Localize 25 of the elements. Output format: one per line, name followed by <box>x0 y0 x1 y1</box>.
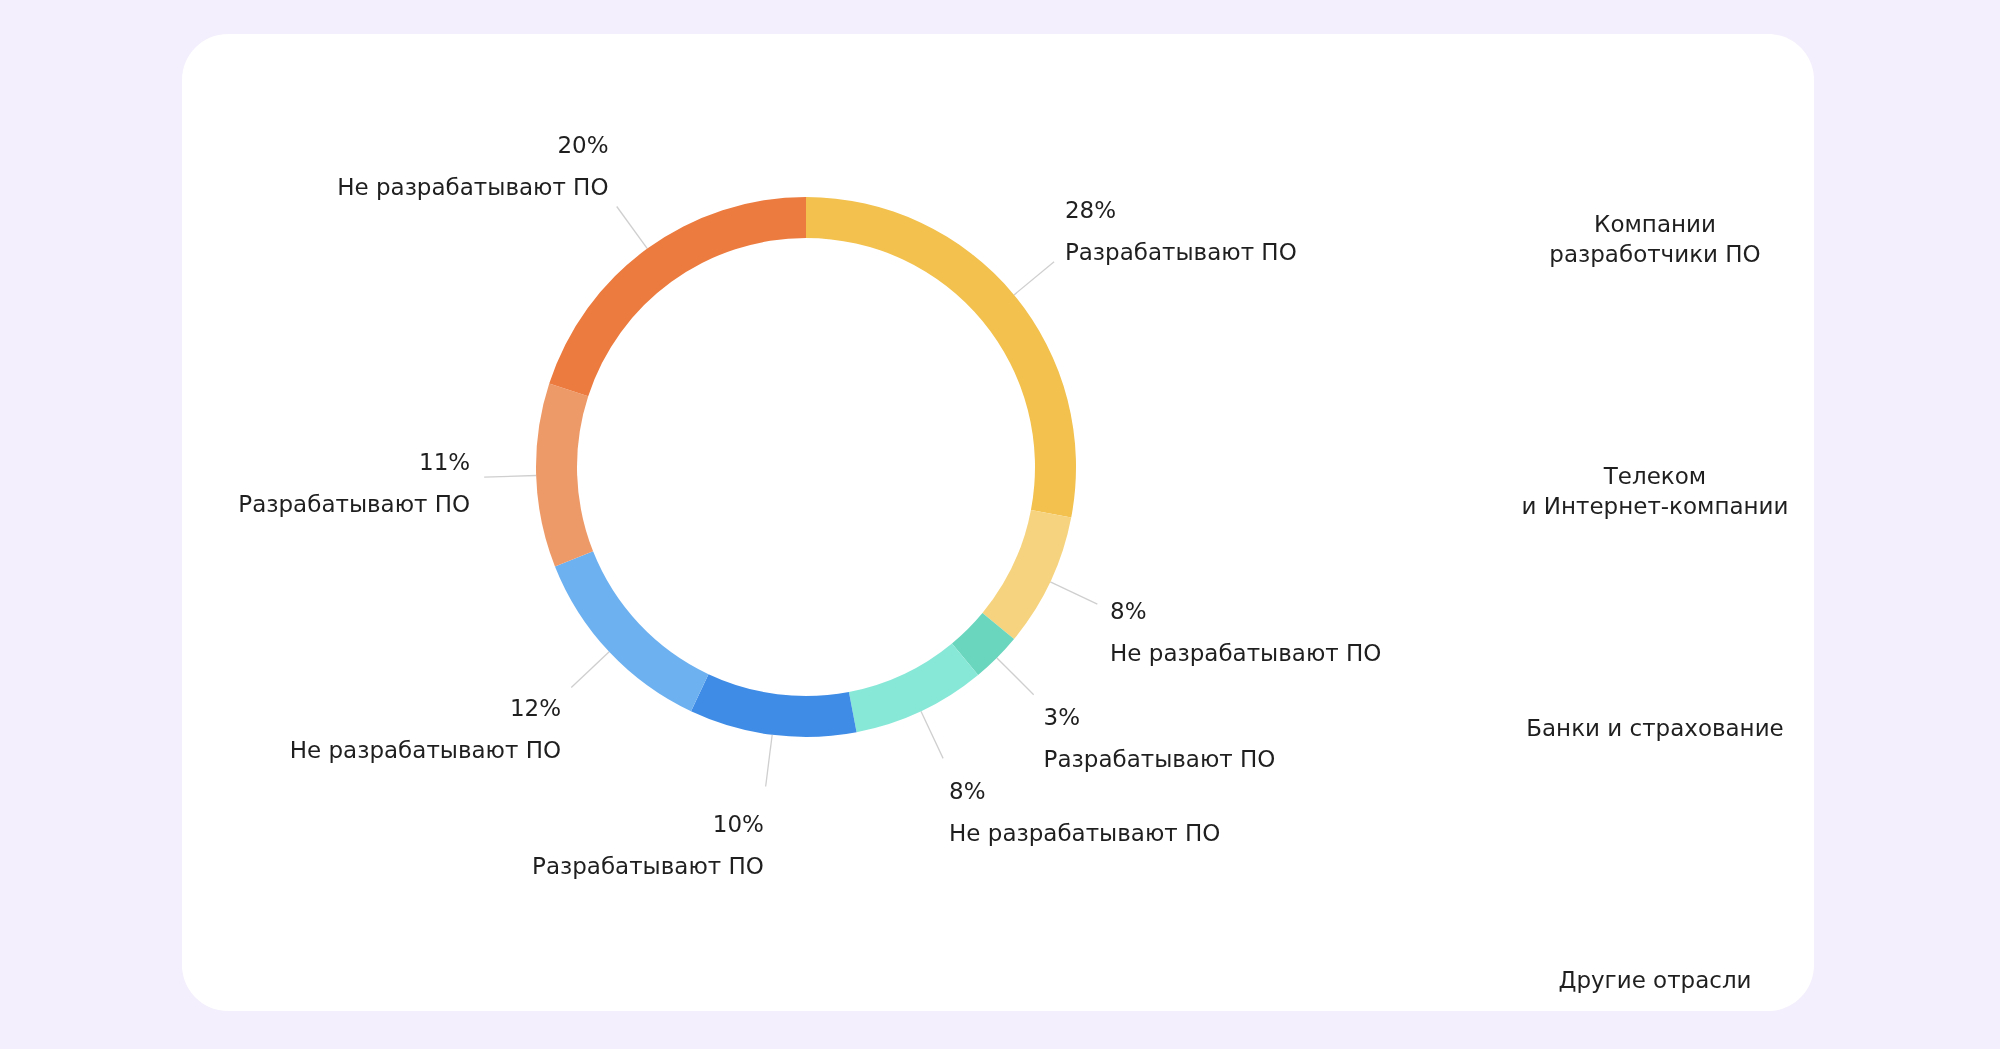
data-label: 12% <box>509 695 562 722</box>
donut-slice <box>848 643 979 733</box>
slice-label: Разрабатывают ПО <box>1043 745 1276 772</box>
donut-slice <box>691 674 857 737</box>
slice-label: Разрабатывают ПО <box>238 490 471 517</box>
data-label: 11% <box>419 448 471 475</box>
data-label: 10% <box>712 811 764 838</box>
text: Телеком и Интернет-компании <box>1521 463 1789 519</box>
donut-slice <box>951 612 1015 676</box>
data-label: 20% <box>557 132 609 158</box>
slice-label: Разрабатывают ПО <box>1064 238 1297 265</box>
data-label: 8% <box>949 778 986 805</box>
text: Другие отрасли <box>1558 967 1752 993</box>
donut-slice <box>982 509 1072 640</box>
data-label: 28% <box>1064 196 1117 223</box>
slice-label: Не разрабатывают ПО <box>1110 639 1382 666</box>
slice-label: Не разрабатывают ПО <box>949 820 1221 847</box>
slice-label: Разрабатывают ПО <box>532 853 764 880</box>
text: Банки и страхование <box>1526 715 1784 741</box>
data-label: 3% <box>1043 703 1081 730</box>
donut-slice <box>536 383 594 567</box>
data-label: 8% <box>1110 597 1147 624</box>
slice-label: Не разрабатывают ПО <box>289 737 562 764</box>
slice-label: Не разрабатывают ПО <box>337 174 609 200</box>
text: Компании разработчики ПО <box>1549 211 1761 267</box>
